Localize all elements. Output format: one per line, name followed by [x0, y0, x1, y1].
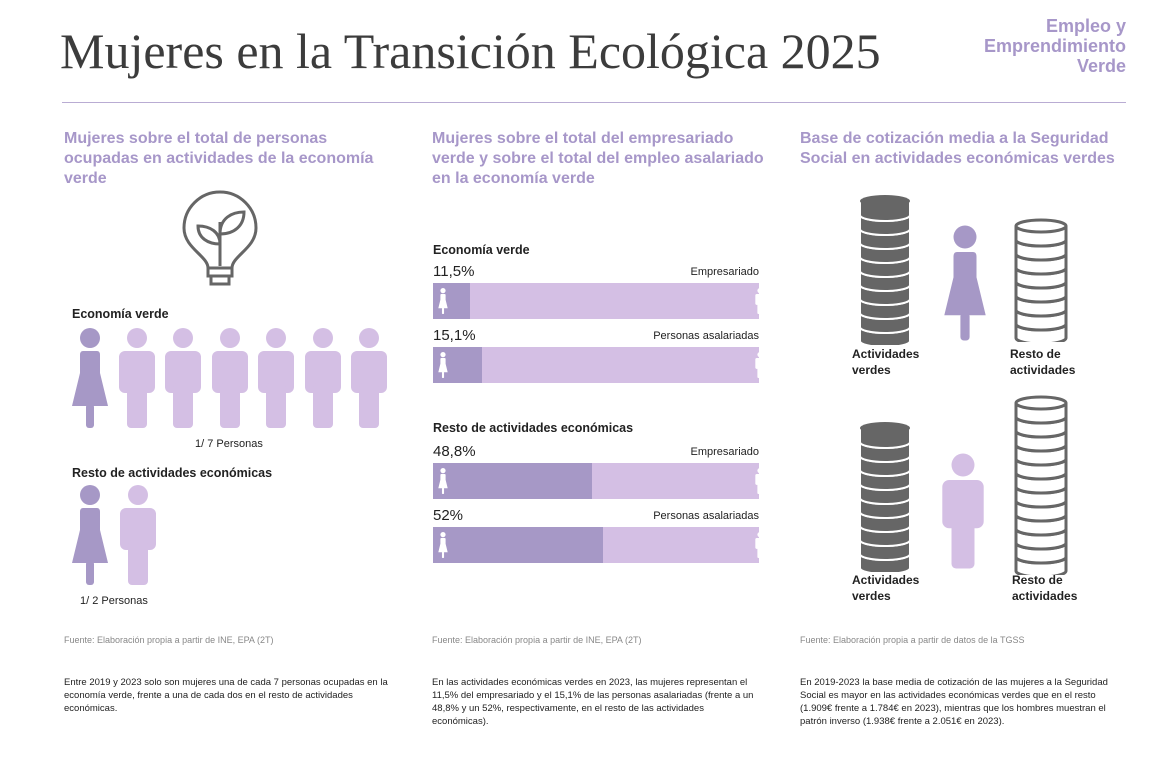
brand-label: Empleo y Emprendimiento Verde [984, 16, 1126, 76]
woman-icon [438, 468, 448, 494]
source-note: Fuente: Elaboración propia a partir de I… [64, 635, 274, 645]
women-share-fill [433, 283, 471, 319]
percent-label: 52% [433, 507, 464, 524]
man-icon [165, 328, 201, 428]
group-label: Resto de actividades económicas [72, 466, 273, 480]
lightbulb-plant-icon [182, 190, 258, 286]
brand-line: Emprendimiento [983, 36, 1126, 56]
woman-icon [438, 532, 448, 558]
coin-label: Resto de actividades [1012, 573, 1078, 603]
man-icon [755, 288, 765, 314]
ratio-caption: 1/ 7 Personas [195, 438, 263, 450]
coin-stack-outline-icon [1014, 218, 1068, 342]
man-icon [755, 352, 765, 378]
percent-label: 48,8% [433, 443, 476, 460]
man-icon [351, 328, 387, 428]
woman-icon [438, 288, 448, 314]
people-row-rest [70, 485, 190, 587]
man-icon [304, 328, 341, 428]
group-label: Economía verde [72, 307, 169, 321]
people-row-green [70, 328, 400, 430]
coin-stack-outline-icon [1014, 395, 1068, 575]
page-title: Mujeres en la Transición Ecológica 2025 [60, 23, 881, 79]
coin-stack-filled-icon [859, 422, 911, 572]
coin-label: Actividades verdes [852, 347, 920, 377]
category-label: Personas asalariadas [653, 510, 759, 522]
woman-icon [944, 225, 986, 341]
woman-icon [72, 485, 108, 585]
percent-label: 15,1% [433, 327, 476, 344]
category-label: Personas asalariadas [653, 330, 759, 342]
summary-text: Entre 2019 y 2023 solo son mujeres una d… [64, 677, 388, 714]
source-note: Fuente: Elaboración propia a partir de d… [800, 635, 1025, 645]
share-bar [433, 283, 765, 319]
brand-line: Empleo y [1045, 16, 1126, 36]
coin-label: Resto de actividades [1010, 347, 1076, 377]
man-icon [258, 328, 294, 428]
summary-text: En las actividades económicas verdes en … [432, 677, 754, 727]
man-icon [942, 453, 984, 569]
coin-stack-filled-icon [859, 195, 911, 345]
women-share-fill [433, 527, 603, 563]
share-bar [433, 347, 765, 383]
source-note: Fuente: Elaboración propia a partir de I… [432, 635, 642, 645]
man-icon [118, 328, 155, 428]
summary-text: En 2019-2023 la base media de cotización… [800, 677, 1108, 727]
section-label: Economía verde [433, 243, 530, 257]
category-label: Empresariado [690, 266, 759, 278]
col3-heading: Base de cotización media a la Seguridad … [800, 130, 1115, 167]
section-label: Resto de actividades económicas [433, 421, 634, 435]
women-share-fill [433, 463, 593, 499]
man-icon [211, 328, 248, 428]
man-icon [755, 532, 765, 558]
col1-heading: Mujeres sobre el total de personas ocupa… [64, 130, 374, 187]
share-bar [433, 527, 765, 563]
col2-heading: Mujeres sobre el total del empresariado … [432, 130, 764, 187]
ratio-caption: 1/ 2 Personas [80, 595, 148, 607]
brand-line: Verde [1076, 56, 1126, 76]
woman-icon [72, 328, 108, 428]
divider [62, 102, 1126, 103]
coin-label: Actividades verdes [852, 573, 920, 603]
woman-icon [438, 352, 448, 378]
category-label: Empresariado [690, 446, 759, 458]
man-icon [120, 485, 156, 585]
man-icon [755, 468, 765, 494]
percent-label: 11,5% [433, 263, 475, 280]
share-bar [433, 463, 765, 499]
